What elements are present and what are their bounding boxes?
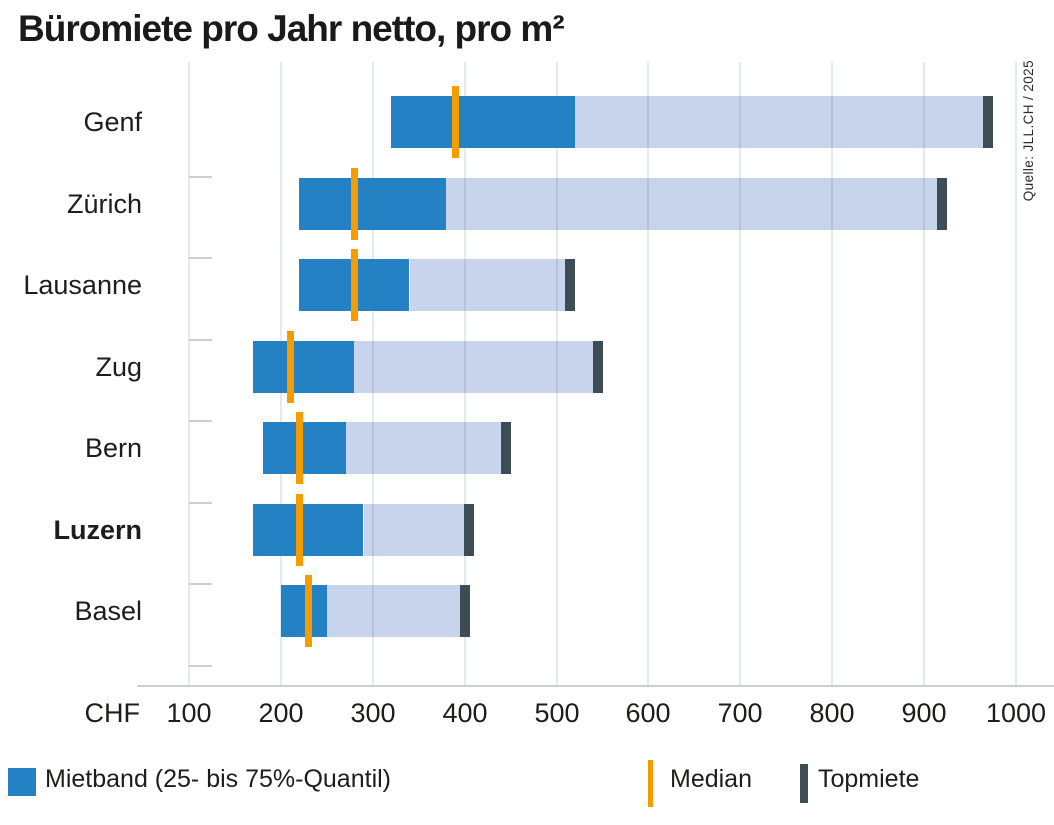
gridline bbox=[188, 62, 190, 686]
gridline bbox=[1015, 62, 1017, 686]
axis-tick bbox=[189, 257, 212, 259]
x-axis-tick-label: 700 bbox=[717, 698, 763, 728]
x-axis-tick-label: 200 bbox=[258, 698, 304, 728]
category-label-genf: Genf bbox=[83, 107, 142, 137]
category-label-zug: Zug bbox=[95, 352, 142, 382]
gridline bbox=[831, 62, 833, 686]
median-marker-basel bbox=[305, 575, 312, 647]
median-marker-lausanne bbox=[351, 249, 358, 321]
topmiete-marker-zug bbox=[593, 341, 603, 393]
axis-tick bbox=[189, 583, 212, 585]
category-label-zurich: Zürich bbox=[66, 189, 142, 219]
quantile-band-genf bbox=[391, 96, 575, 148]
gridline bbox=[647, 62, 649, 686]
quantile-band-bern bbox=[263, 422, 346, 474]
topmiete-marker-luzern bbox=[464, 504, 474, 556]
top-range-band-lausanne bbox=[410, 259, 571, 311]
axis-tick bbox=[189, 665, 212, 667]
axis-tick bbox=[189, 420, 212, 422]
x-axis-tick-label: 400 bbox=[442, 698, 488, 728]
legend-band-label: Mietband (25- bis 75%-Quantil) bbox=[45, 765, 391, 793]
x-axis-tick-label: 800 bbox=[809, 698, 855, 728]
median-marker-zug bbox=[287, 331, 294, 403]
axis-tick bbox=[189, 502, 212, 504]
quantile-band-basel bbox=[281, 585, 327, 637]
gridline bbox=[923, 62, 925, 686]
median-marker-zurich bbox=[351, 168, 358, 240]
band-swatch-icon bbox=[8, 768, 36, 796]
quantile-band-luzern bbox=[253, 504, 363, 556]
x-axis-line bbox=[137, 685, 1054, 687]
top-range-band-zug bbox=[354, 341, 598, 393]
x-axis-tick-label: 1000 bbox=[985, 698, 1047, 728]
topmiete-marker-zurich bbox=[937, 178, 947, 230]
x-axis-tick-label: 300 bbox=[350, 698, 396, 728]
median-line-icon bbox=[648, 760, 653, 807]
median-marker-luzern bbox=[296, 494, 303, 566]
top-range-band-luzern bbox=[364, 504, 470, 556]
axis-tick bbox=[189, 339, 212, 341]
median-marker-genf bbox=[452, 86, 459, 158]
x-axis-tick-label: 500 bbox=[534, 698, 580, 728]
top-range-band-genf bbox=[575, 96, 988, 148]
gridline bbox=[556, 62, 558, 686]
topmiete-marker-genf bbox=[983, 96, 993, 148]
gridline bbox=[739, 62, 741, 686]
top-range-band-zurich bbox=[446, 178, 942, 230]
gridline bbox=[372, 62, 374, 686]
top-range-band-bern bbox=[345, 422, 506, 474]
topmiete-marker-bern bbox=[501, 422, 511, 474]
category-label-lausanne: Lausanne bbox=[23, 270, 142, 300]
axis-unit-label: CHF bbox=[84, 698, 141, 728]
x-axis-tick-label: 100 bbox=[166, 698, 212, 728]
legend: Mietband (25- bis 75%-Quantil) Median To… bbox=[0, 752, 1054, 825]
median-marker-bern bbox=[296, 412, 303, 484]
x-axis-tick-label: 600 bbox=[625, 698, 671, 728]
topmiete-tick-icon bbox=[800, 764, 808, 803]
x-axis-tick-label: 900 bbox=[901, 698, 947, 728]
gridline bbox=[464, 62, 466, 686]
legend-top-label: Topmiete bbox=[818, 765, 920, 793]
quantile-band-zurich bbox=[299, 178, 446, 230]
legend-median-label: Median bbox=[670, 765, 752, 793]
category-label-basel: Basel bbox=[74, 596, 142, 626]
topmiete-marker-basel bbox=[460, 585, 470, 637]
top-range-band-basel bbox=[327, 585, 465, 637]
topmiete-marker-lausanne bbox=[565, 259, 575, 311]
category-label-bern: Bern bbox=[84, 433, 142, 463]
axis-tick bbox=[189, 176, 212, 178]
category-label-luzern: Luzern bbox=[53, 515, 142, 545]
quantile-band-zug bbox=[253, 341, 354, 393]
chart-title: Büromiete pro Jahr netto, pro m² bbox=[18, 8, 565, 49]
